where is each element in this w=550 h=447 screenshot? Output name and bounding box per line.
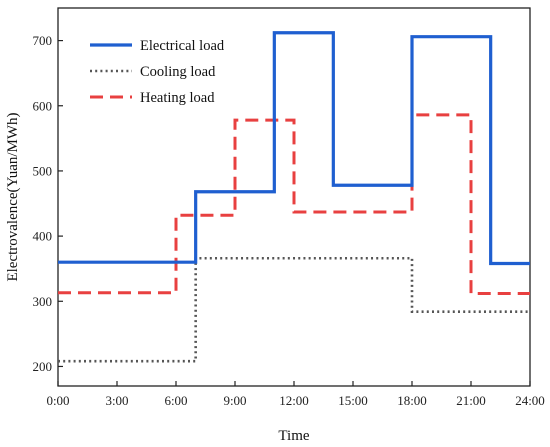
legend-label: Electrical load — [140, 38, 225, 54]
x-tick-label: 24:00 — [515, 393, 545, 408]
x-tick-label: 18:00 — [397, 393, 427, 408]
y-axis-title: Electrovalence(Yuan/MWh) — [5, 112, 21, 281]
legend: Electrical load Cooling load Heating load — [90, 38, 225, 106]
legend-label: Heating load — [140, 90, 215, 106]
y-tick-label: 700 — [33, 33, 53, 48]
legend-label: Cooling load — [140, 64, 216, 80]
series-layer — [58, 31, 530, 363]
y-tick-label: 300 — [33, 294, 53, 309]
series-line-electrical-load — [58, 31, 530, 266]
y-tick-label: 400 — [33, 229, 53, 244]
y-tick-label: 500 — [33, 163, 53, 178]
series-line-heating-load — [58, 113, 530, 295]
y-tick-label: 200 — [33, 359, 53, 374]
series-line-cooling-load — [58, 256, 530, 363]
x-tick-label: 15:00 — [338, 393, 368, 408]
x-tick-label: 12:00 — [279, 393, 309, 408]
x-tick-label: 9:00 — [223, 393, 246, 408]
x-axis-title: Time — [278, 428, 309, 444]
x-tick-label: 21:00 — [456, 393, 486, 408]
y-tick-label: 600 — [33, 98, 53, 113]
tick-layer: 0:00 3:00 6:00 9:00 12:00 15:00 18:00 21:00 24:0… — [33, 33, 545, 408]
x-tick-label: 0:00 — [46, 393, 69, 408]
x-tick-label: 3:00 — [105, 393, 128, 408]
x-tick-label: 6:00 — [164, 393, 187, 408]
